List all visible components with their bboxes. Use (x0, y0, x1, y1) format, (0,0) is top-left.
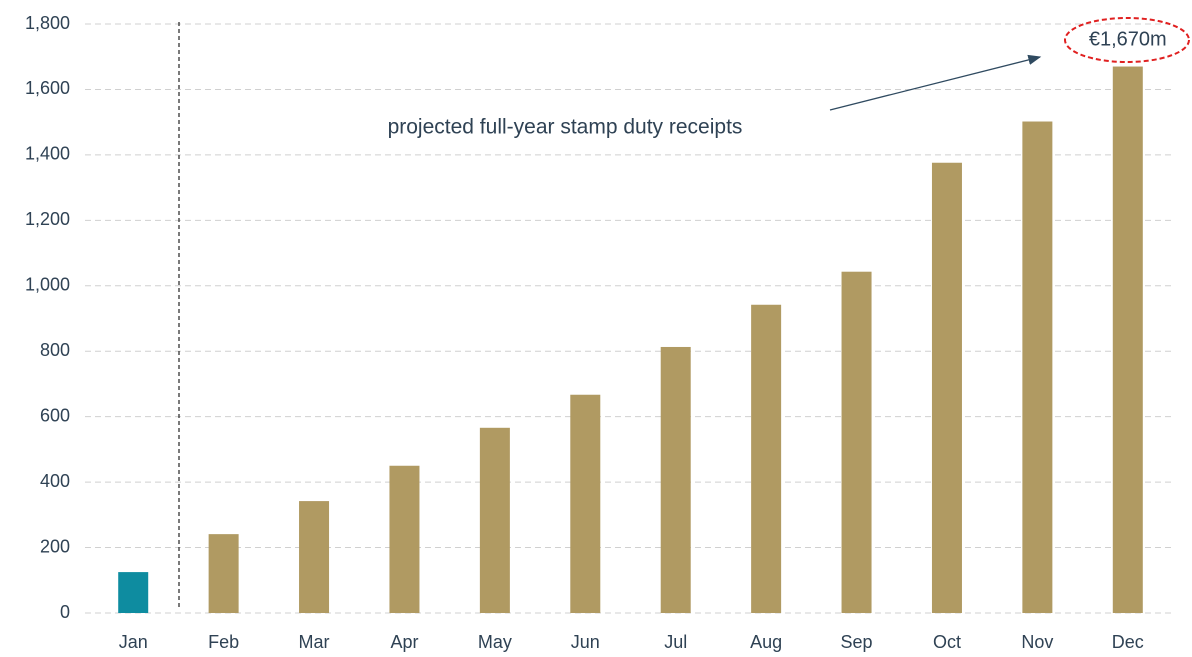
x-tick-label: Mar (299, 632, 330, 652)
bar (1022, 121, 1053, 614)
x-tick-label: Dec (1112, 632, 1144, 652)
y-tick-label: 1,600 (25, 78, 70, 98)
annotation-arrow (829, 54, 1042, 111)
bar (660, 346, 691, 613)
value-label: €1,670m (1089, 28, 1167, 50)
annotation: projected full-year stamp duty receipts (388, 116, 743, 139)
y-tick-label: 1,000 (25, 275, 70, 295)
bar (118, 572, 149, 613)
highlight-ellipse (1064, 17, 1190, 63)
bar (751, 304, 782, 613)
y-tick-label: 1,400 (25, 144, 70, 164)
x-tick-label: Jun (571, 632, 600, 652)
x-tick-label: May (478, 632, 512, 652)
x-tick-label: Jul (664, 632, 687, 652)
bar (570, 394, 601, 613)
y-tick-label: 400 (40, 471, 70, 491)
bar (1112, 66, 1143, 614)
x-tick-label: Apr (390, 632, 418, 652)
x-tick-label: Feb (208, 632, 239, 652)
x-tick-label: Sep (841, 632, 873, 652)
bar (299, 501, 330, 613)
bar (479, 427, 510, 613)
y-tick-label: 1,200 (25, 209, 70, 229)
x-tick-label: Oct (933, 632, 961, 652)
bar (208, 534, 239, 613)
bar (931, 162, 962, 613)
y-tick-label: 800 (40, 340, 70, 360)
bar (389, 465, 420, 613)
bar (841, 271, 872, 613)
x-tick-label: Nov (1021, 632, 1053, 652)
y-tick-label: 200 (40, 536, 70, 556)
x-tick-label: Aug (750, 632, 782, 652)
y-tick-label: 600 (40, 405, 70, 425)
y-tick-label: 0 (60, 602, 70, 622)
x-tick-label: Jan (119, 632, 148, 652)
y-tick-label: 1,800 (25, 13, 70, 33)
